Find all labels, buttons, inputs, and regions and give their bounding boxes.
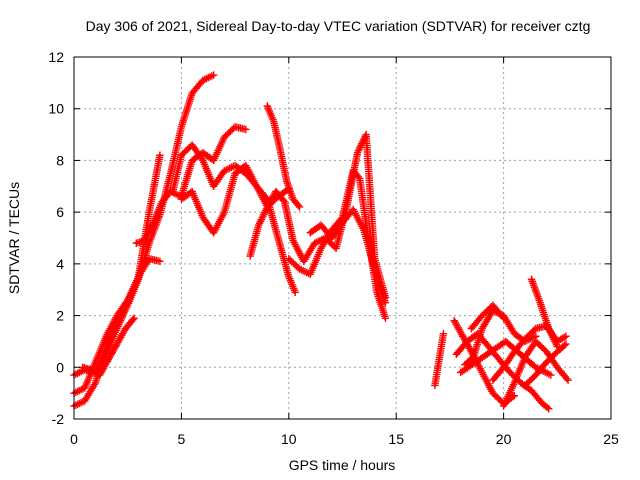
plot-frame bbox=[73, 56, 612, 420]
series-arc-12 bbox=[306, 205, 390, 307]
series-arc-8 bbox=[246, 187, 289, 260]
data-point bbox=[381, 298, 390, 307]
data-points bbox=[70, 71, 572, 413]
data-point bbox=[381, 314, 390, 322]
y-tick-label: 0 bbox=[56, 359, 64, 375]
x-tick-label: 10 bbox=[281, 431, 297, 447]
y-tick-label: 2 bbox=[56, 308, 64, 324]
y-tick-label: 4 bbox=[56, 256, 64, 272]
data-point bbox=[156, 257, 164, 265]
x-tick-label: 5 bbox=[178, 431, 186, 447]
series-arc-9 bbox=[263, 102, 304, 211]
series-arc-3 bbox=[70, 254, 164, 397]
y-tick-label: -2 bbox=[52, 411, 65, 427]
y-tick-labels: -2 0 2 4 6 8 10 12 bbox=[48, 49, 64, 427]
data-point bbox=[209, 71, 218, 79]
y-axis-label: SDTVAR / TECUs bbox=[6, 182, 22, 294]
axis-ticks bbox=[73, 56, 612, 420]
x-tick-label: 25 bbox=[603, 431, 619, 447]
series-arc-13 bbox=[431, 329, 448, 390]
series-arc-7 bbox=[177, 161, 299, 296]
y-tick-label: 10 bbox=[48, 101, 64, 117]
data-point bbox=[562, 340, 570, 348]
y-tick-label: 8 bbox=[56, 152, 64, 168]
series-arc-11 bbox=[285, 167, 390, 322]
series-arc-21 bbox=[467, 301, 508, 333]
data-point bbox=[562, 332, 570, 340]
data-point bbox=[545, 404, 553, 413]
data-point bbox=[291, 288, 299, 296]
y-tick-label: 12 bbox=[48, 49, 64, 65]
data-point bbox=[156, 151, 164, 159]
data-point bbox=[510, 392, 519, 400]
data-point bbox=[130, 314, 138, 322]
x-tick-label: 0 bbox=[70, 431, 78, 447]
chart-title: Day 306 of 2021, Sidereal Day-to-day VTE… bbox=[86, 18, 591, 34]
x-tick-labels: 0 5 10 15 20 25 bbox=[70, 431, 619, 447]
series-arc-15 bbox=[452, 329, 553, 413]
data-point bbox=[242, 125, 250, 134]
data-point bbox=[439, 329, 448, 338]
y-tick-label: 6 bbox=[56, 204, 64, 220]
data-point bbox=[499, 314, 508, 322]
x-axis-label: GPS time / hours bbox=[289, 457, 396, 473]
series-arc-4 bbox=[78, 314, 138, 379]
x-tick-label: 15 bbox=[388, 431, 404, 447]
data-point bbox=[564, 376, 572, 384]
data-point bbox=[295, 203, 304, 211]
series-arc-22 bbox=[521, 340, 570, 390]
data-point bbox=[547, 371, 555, 379]
series-arc-19 bbox=[527, 275, 561, 351]
x-tick-label: 20 bbox=[496, 431, 512, 447]
